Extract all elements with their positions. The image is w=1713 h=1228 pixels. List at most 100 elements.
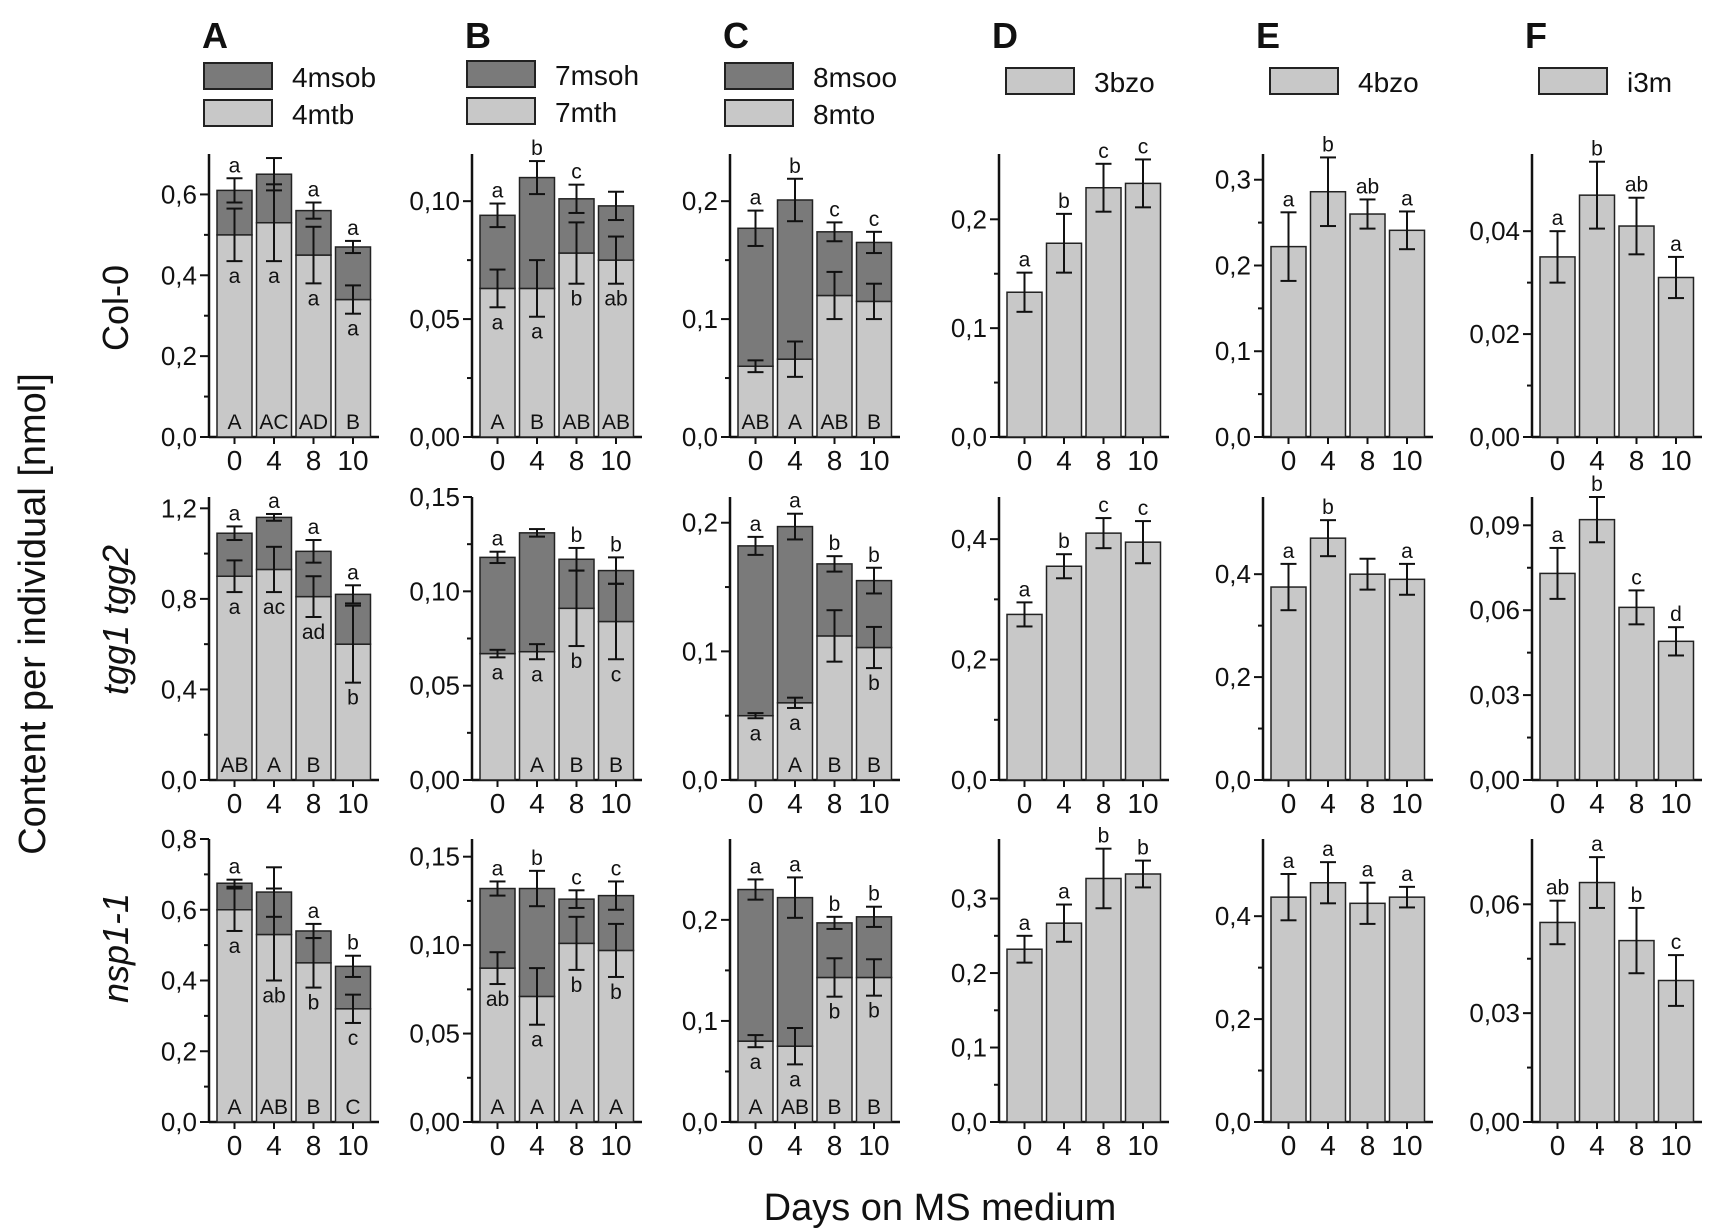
bar-light [1270,896,1307,1123]
significance-letter-top: b [1591,138,1603,161]
x-tick-label: 10 [1127,445,1158,476]
x-tick-label: 0 [227,445,243,476]
bar-dark [776,896,814,1047]
x-tick-label: 10 [1660,445,1691,476]
y-tick-label: 0,0 [1215,422,1251,452]
y-tick-label: 0,06 [1469,595,1520,625]
significance-letter-top: a [1362,859,1374,882]
bar-light [1618,606,1655,781]
panel-F-row0: 0,00 0,02 0,04 0 a 4 b 8 ab 10 a [1469,138,1702,476]
x-tick-label: 8 [1096,788,1112,819]
significance-letter-lower: ac [263,596,285,619]
significance-letter-top: a [789,853,801,876]
significance-letter-top: a [308,516,320,539]
significance-letter-total: B [306,1096,320,1119]
y-tick-label: 0,05 [409,1019,460,1049]
x-tick-label: 4 [787,788,803,819]
bar-light [1085,532,1122,781]
y-tick-label: 0,0 [682,422,718,452]
significance-letter-lower: b [571,288,583,311]
significance-letter-top: b [1591,473,1603,496]
legend-swatch [466,60,536,88]
x-tick-label: 0 [227,1130,243,1161]
x-tick-label: 4 [1589,788,1605,819]
significance-letter-top: a [1283,850,1295,873]
significance-letter-total: A [530,754,544,777]
bar-light [295,962,332,1123]
x-tick-label: 8 [827,445,843,476]
x-tick-label: 10 [1391,445,1422,476]
x-tick-label: 4 [529,1130,545,1161]
x-tick-label: 4 [266,1130,282,1161]
significance-letter-top: a [229,154,241,177]
significance-letter-lower: a [750,1051,762,1074]
legend-label: 8mto [813,99,875,130]
significance-letter-total: A [490,411,504,434]
y-tick-label: 0,00 [1469,422,1520,452]
y-tick-label: 0,2 [682,508,718,538]
significance-letter-top: a [492,857,504,880]
significance-letter-top: a [1283,188,1295,211]
y-tick-label: 0,2 [1215,662,1251,692]
bar-light [1085,186,1122,438]
significance-letter-top: a [1401,863,1413,886]
y-tick-label: 0,2 [1215,250,1251,280]
y-tick-label: 0,3 [1215,165,1251,195]
significance-letter-top: b [531,847,543,870]
significance-letter-top: b [1058,530,1070,553]
significance-letter-total: A [227,1096,241,1119]
legend-swatch [1538,67,1608,95]
significance-letter-total: A [748,1096,762,1119]
panel-D-row0: 0,0 0,1 0,2 0 a 4 b 8 c 10 c [951,135,1169,476]
x-tick-label: 4 [266,788,282,819]
significance-letter-top: a [268,490,280,513]
bar-light [1578,194,1616,438]
significance-letter-top: c [869,208,880,231]
y-tick-label: 0,6 [161,179,197,209]
x-tick-label: 10 [858,1130,889,1161]
y-tick-label: 0,1 [1215,336,1251,366]
y-tick-label: 0,2 [951,645,987,675]
significance-letter-lower: b [308,992,320,1015]
x-tick-label: 4 [529,788,545,819]
significance-letter-top: b [829,893,841,916]
significance-letter-top: b [571,524,583,547]
significance-letter-lower: b [571,974,583,997]
y-tick-label: 0,0 [951,1107,987,1137]
y-tick-label: 0,4 [161,260,197,290]
significance-letter-top: a [1283,540,1295,563]
x-tick-label: 8 [306,445,322,476]
y-tick-label: 0,1 [682,636,718,666]
significance-letter-top: a [1552,207,1564,230]
significance-letter-top: b [1098,825,1110,848]
significance-letter-top: a [1019,912,1031,935]
panel-F-row1: 0,00 0,03 0,06 0,09 0 a 4 b 8 c 10 d [1469,473,1702,819]
significance-letter-lower: a [789,712,801,735]
x-tick-label: 0 [748,445,764,476]
bar-dark [518,532,556,653]
panel-letter: A [202,15,228,56]
bar-light [1657,276,1695,438]
significance-letter-top: c [571,161,582,184]
y-tick-label: 0,10 [409,930,460,960]
y-tick-label: 0,3 [951,884,987,914]
panel-letter: C [723,15,749,56]
significance-letter-top: c [571,866,582,889]
y-tick-label: 0,10 [409,576,460,606]
significance-letter-total: C [345,1096,360,1119]
significance-letter-top: a [492,528,504,551]
x-tick-label: 8 [1629,788,1645,819]
bar-light [479,967,516,1123]
y-tick-label: 0,4 [161,966,197,996]
bar-light [1657,640,1695,781]
significance-letter-top: b [1137,837,1149,860]
significance-letter-total: B [867,754,881,777]
significance-letter-top: a [1552,524,1564,547]
x-tick-label: 8 [569,1130,585,1161]
bar-light [1124,182,1162,438]
legend-label: 4bzo [1358,67,1419,98]
x-tick-label: 10 [600,1130,631,1161]
significance-letter-lower: a [750,722,762,745]
x-tick-label: 4 [1320,1130,1336,1161]
